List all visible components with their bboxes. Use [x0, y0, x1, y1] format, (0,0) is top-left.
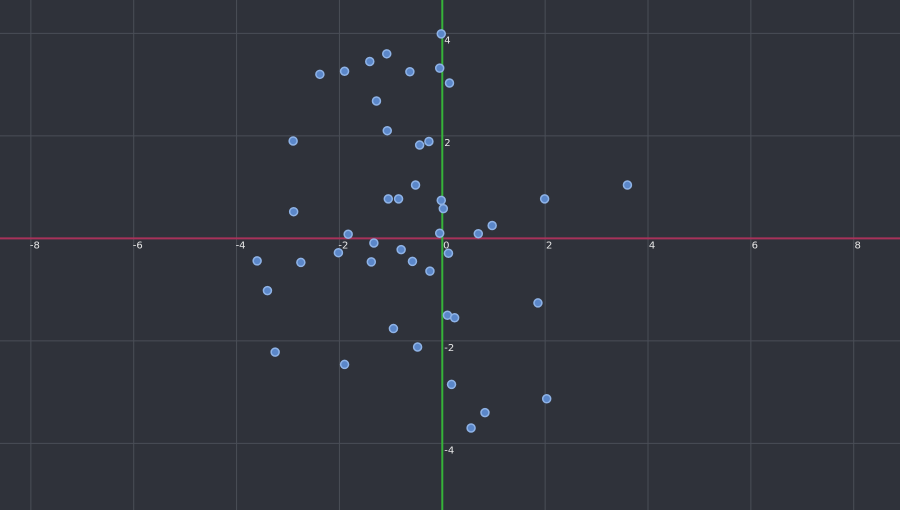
x-tick-label: 6 — [752, 240, 758, 251]
data-point — [443, 248, 454, 258]
data-point — [343, 229, 353, 239]
x-tick-label: 0 — [443, 240, 449, 251]
data-point — [315, 69, 325, 80]
data-point — [407, 256, 418, 267]
tick-labels: -8 -6 -4 -2 0 2 4 6 8 4 2 -2 -4 — [30, 35, 861, 456]
x-tick-label: -4 — [236, 240, 246, 251]
data-point — [539, 194, 550, 204]
data-point — [438, 203, 449, 214]
data-point — [436, 29, 447, 39]
data-point — [434, 228, 445, 238]
y-tick-label: 2 — [444, 138, 450, 149]
data-point — [270, 347, 280, 357]
data-point — [288, 206, 299, 217]
y-tick-label: -2 — [444, 343, 454, 354]
data-point — [410, 180, 421, 190]
data-point — [366, 257, 377, 267]
data-point — [424, 136, 434, 147]
data-points — [252, 29, 633, 433]
x-tick-label: 2 — [546, 240, 552, 251]
data-point — [425, 266, 435, 276]
data-point — [434, 63, 445, 73]
data-point — [365, 56, 375, 67]
data-point — [388, 323, 399, 334]
data-point — [339, 66, 350, 76]
data-point — [382, 125, 393, 136]
data-point — [381, 49, 392, 59]
data-point — [480, 407, 490, 418]
data-point — [405, 67, 415, 77]
data-point — [252, 256, 262, 266]
y-tick-label: -4 — [444, 445, 454, 456]
x-tick-label: -2 — [338, 240, 348, 251]
x-tick-label: 8 — [855, 240, 861, 251]
data-point — [473, 228, 484, 239]
x-tick-label: -6 — [133, 240, 143, 251]
data-point — [393, 194, 404, 204]
data-point — [369, 238, 379, 248]
data-point — [383, 194, 394, 204]
x-tick-label: -8 — [30, 240, 40, 251]
y-tick-label: 4 — [444, 35, 450, 46]
data-point — [449, 313, 460, 323]
data-point — [371, 96, 382, 106]
data-point — [487, 220, 497, 231]
data-point — [262, 285, 273, 296]
data-point — [412, 342, 423, 352]
data-point — [541, 394, 552, 404]
data-point — [296, 257, 306, 268]
data-point — [444, 78, 455, 88]
data-point — [339, 359, 350, 370]
data-point — [288, 136, 298, 146]
x-tick-label: 4 — [649, 240, 655, 251]
data-point — [436, 195, 447, 206]
data-point — [333, 247, 344, 258]
data-point — [533, 298, 543, 308]
data-point — [396, 244, 406, 255]
data-point — [446, 379, 457, 390]
data-point — [414, 140, 425, 150]
data-point — [622, 180, 633, 190]
data-point — [466, 423, 476, 433]
